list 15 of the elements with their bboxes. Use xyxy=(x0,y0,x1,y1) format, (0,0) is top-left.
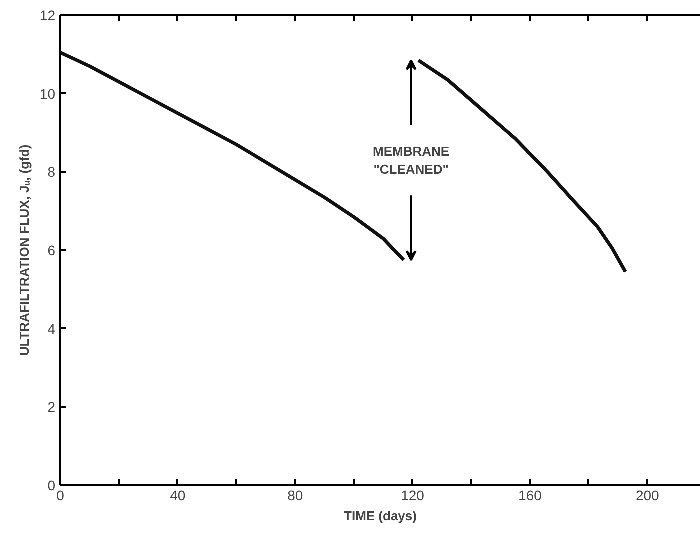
x-tick-label: 80 xyxy=(288,488,304,504)
x-axis-title: TIME (days) xyxy=(344,508,417,524)
y-tick-label: 4 xyxy=(48,320,56,337)
y-axis-title: ULTRAFILTRATION FLUX, Jᵤ, (gfd) xyxy=(16,144,32,356)
y-tick-label: 12 xyxy=(40,8,56,24)
y-tick-label: 8 xyxy=(48,164,56,180)
x-tick-label: 160 xyxy=(518,488,542,504)
x-tick-label: 200 xyxy=(636,488,660,504)
annotation: MEMBRANE "CLEANED" xyxy=(373,144,450,177)
y-tick-label: 0 xyxy=(48,478,56,494)
x-tick-label: 40 xyxy=(170,488,186,504)
y-tick-label: 2 xyxy=(48,399,56,416)
y-tick-label: 6 xyxy=(48,242,56,258)
y-tick-label: 10 xyxy=(40,86,56,102)
x-tick-label: 120 xyxy=(401,488,425,504)
